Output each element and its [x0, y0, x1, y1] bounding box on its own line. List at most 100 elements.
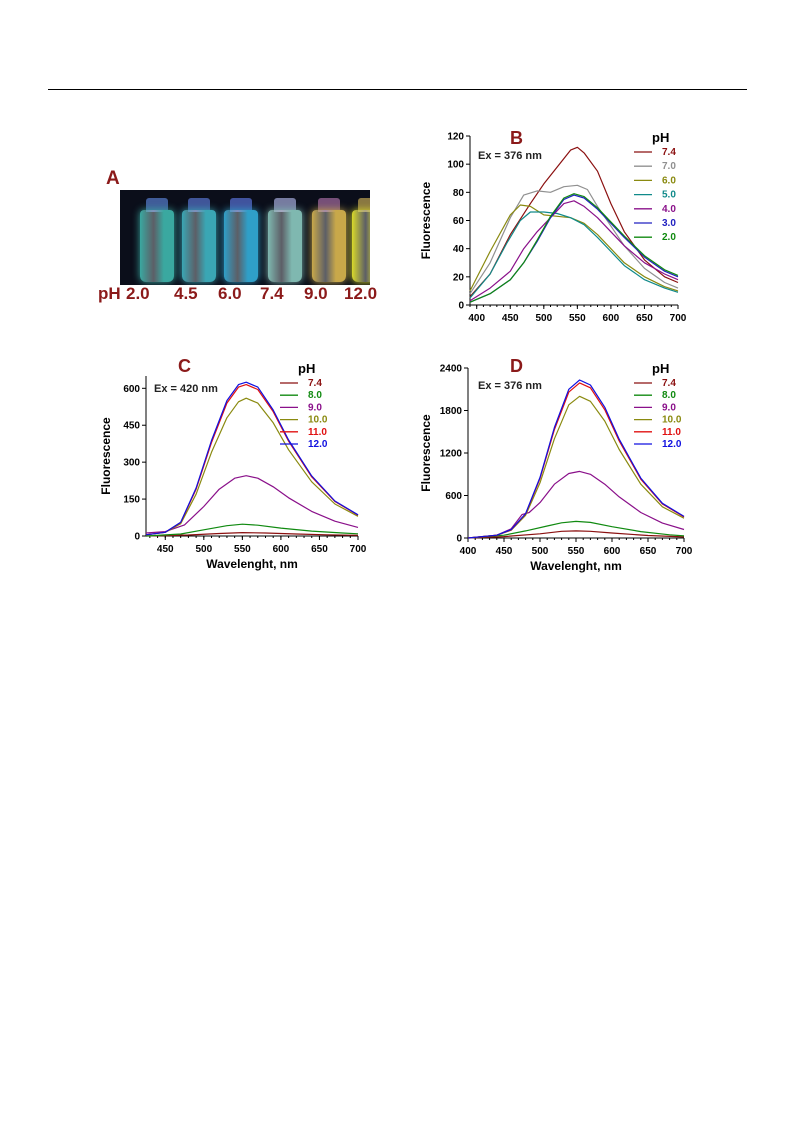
vial-6	[352, 198, 370, 282]
x-tick-label: 450	[157, 544, 174, 555]
legend-entry: 6.0	[662, 175, 676, 186]
series-line-ph-2.0	[469, 193, 679, 303]
excitation-annotation: Ex = 376 nm	[478, 150, 542, 162]
panel-letter: D	[510, 356, 523, 376]
y-tick-label: 100	[447, 160, 464, 171]
series-line-ph-8.0	[145, 523, 359, 537]
series-line-ph-9.0	[145, 475, 359, 534]
vial-4	[268, 198, 302, 282]
y-axis-title: Fluorescence	[419, 181, 433, 259]
legend-entry: 7.4	[308, 378, 322, 389]
x-tick-label: 550	[234, 544, 251, 555]
vial-body	[224, 210, 258, 282]
vial-ph-label: 4.5	[174, 284, 198, 303]
vial-ph-label: 9.0	[304, 284, 328, 303]
x-tick-label: 600	[604, 546, 621, 557]
x-tick-label: 450	[502, 313, 519, 324]
x-tick-label: 700	[670, 313, 687, 324]
y-tick-label: 120	[447, 132, 464, 143]
series-line-ph-11.0	[145, 384, 359, 536]
chart-panel-c: 450 500 550 600 650 700 0 150 300 450 600 Wavelengh…	[99, 356, 367, 571]
vial-cap	[146, 198, 168, 212]
series-line-ph-10.0	[467, 395, 685, 539]
legend-title: pH	[652, 130, 669, 145]
x-tick-label: 600	[273, 544, 290, 555]
series-line-ph-6.0	[469, 204, 679, 292]
legend-entry: 4.0	[662, 204, 676, 215]
series-line-ph-11.0	[467, 382, 685, 539]
legend-entry: 7.4	[662, 378, 676, 389]
series-line-ph-8.0	[467, 520, 685, 539]
chart-panel-b: 400450500550600650700020406080100120Wave…	[419, 128, 687, 324]
y-tick-label: 0	[134, 532, 140, 543]
series-line-ph-7.4	[145, 532, 359, 537]
y-tick-label: 20	[453, 272, 465, 283]
x-tick-label: 550	[568, 546, 585, 557]
x-tick-label: 650	[636, 313, 653, 324]
x-tick-label: 700	[350, 544, 367, 555]
y-tick-label: 300	[123, 458, 140, 469]
series-line-ph-12.0	[467, 379, 685, 539]
legend-entry: 11.0	[308, 427, 327, 438]
chart-panel-d: 400 450 500 550 600 650 700 0 600 1200 1800 2400 Wav…	[419, 356, 693, 573]
vial-body	[140, 210, 174, 282]
series-line-ph-5.0	[469, 211, 679, 299]
panel-a: A pH 2.0 4.5 6.0 7.4 9.0 12.0	[98, 168, 377, 313]
y-tick-label: 1200	[440, 449, 463, 460]
x-tick-label: 500	[535, 313, 552, 324]
vial-cap	[318, 198, 340, 212]
legend-entry: 9.0	[308, 402, 322, 413]
vials-photo	[120, 190, 370, 285]
y-tick-label: 0	[458, 301, 464, 312]
y-tick-label: 80	[453, 188, 465, 199]
x-axis-title: Wavelenght, nm	[530, 559, 622, 573]
ph-prefix: pH	[98, 284, 121, 303]
legend-entry: 2.0	[662, 232, 676, 243]
vial-body	[352, 210, 370, 282]
x-tick-label: 400	[468, 313, 485, 324]
legend-title: pH	[652, 361, 669, 376]
x-tick-label: 450	[496, 546, 513, 557]
x-tick-label: 400	[460, 546, 477, 557]
legend-entry: 3.0	[662, 218, 676, 229]
y-tick-label: 2400	[440, 364, 463, 375]
series-line-ph-7.4	[469, 146, 679, 297]
legend-entry: 5.0	[662, 190, 676, 201]
x-tick-label: 500	[195, 544, 212, 555]
y-tick-label: 600	[123, 384, 140, 395]
x-tick-label: 650	[640, 546, 657, 557]
x-tick-label: 550	[569, 313, 586, 324]
vial-cap	[358, 198, 370, 212]
panel-a-letter: A	[106, 168, 120, 189]
y-tick-label: 150	[123, 495, 140, 506]
ph-label-row: pH 2.0 4.5 6.0 7.4 9.0 12.0	[98, 284, 378, 308]
excitation-annotation: Ex = 420 nm	[154, 383, 218, 395]
panel-letter: C	[178, 356, 191, 376]
legend-entry: 10.0	[308, 415, 328, 426]
y-axis-title: Fluorescence	[99, 417, 113, 495]
x-tick-label: 650	[311, 544, 328, 555]
vial-cap	[274, 198, 296, 212]
legend-entry: 11.0	[662, 427, 681, 438]
series-line-ph-4.0	[469, 200, 679, 302]
vial-ph-label: 2.0	[126, 284, 150, 303]
panel-letter: B	[510, 128, 523, 148]
legend-title: pH	[298, 361, 315, 376]
y-tick-label: 40	[453, 244, 465, 255]
vial-3	[224, 198, 258, 282]
legend-entry: 7.4	[662, 147, 676, 158]
vial-cap	[188, 198, 210, 212]
legend-entry: 7.0	[662, 161, 676, 172]
excitation-annotation: Ex = 376 nm	[478, 380, 542, 392]
legend-entry: 9.0	[662, 402, 676, 413]
legend-entry: 8.0	[662, 390, 676, 401]
series-line-ph-10.0	[145, 397, 359, 536]
y-tick-label: 0	[456, 534, 462, 545]
vial-ph-label: 6.0	[218, 284, 242, 303]
vial-cap	[230, 198, 252, 212]
vial-5	[312, 198, 346, 282]
vial-body	[312, 210, 346, 282]
x-tick-label: 700	[676, 546, 693, 557]
x-tick-label: 500	[532, 546, 549, 557]
series-line-ph-12.0	[145, 381, 359, 536]
